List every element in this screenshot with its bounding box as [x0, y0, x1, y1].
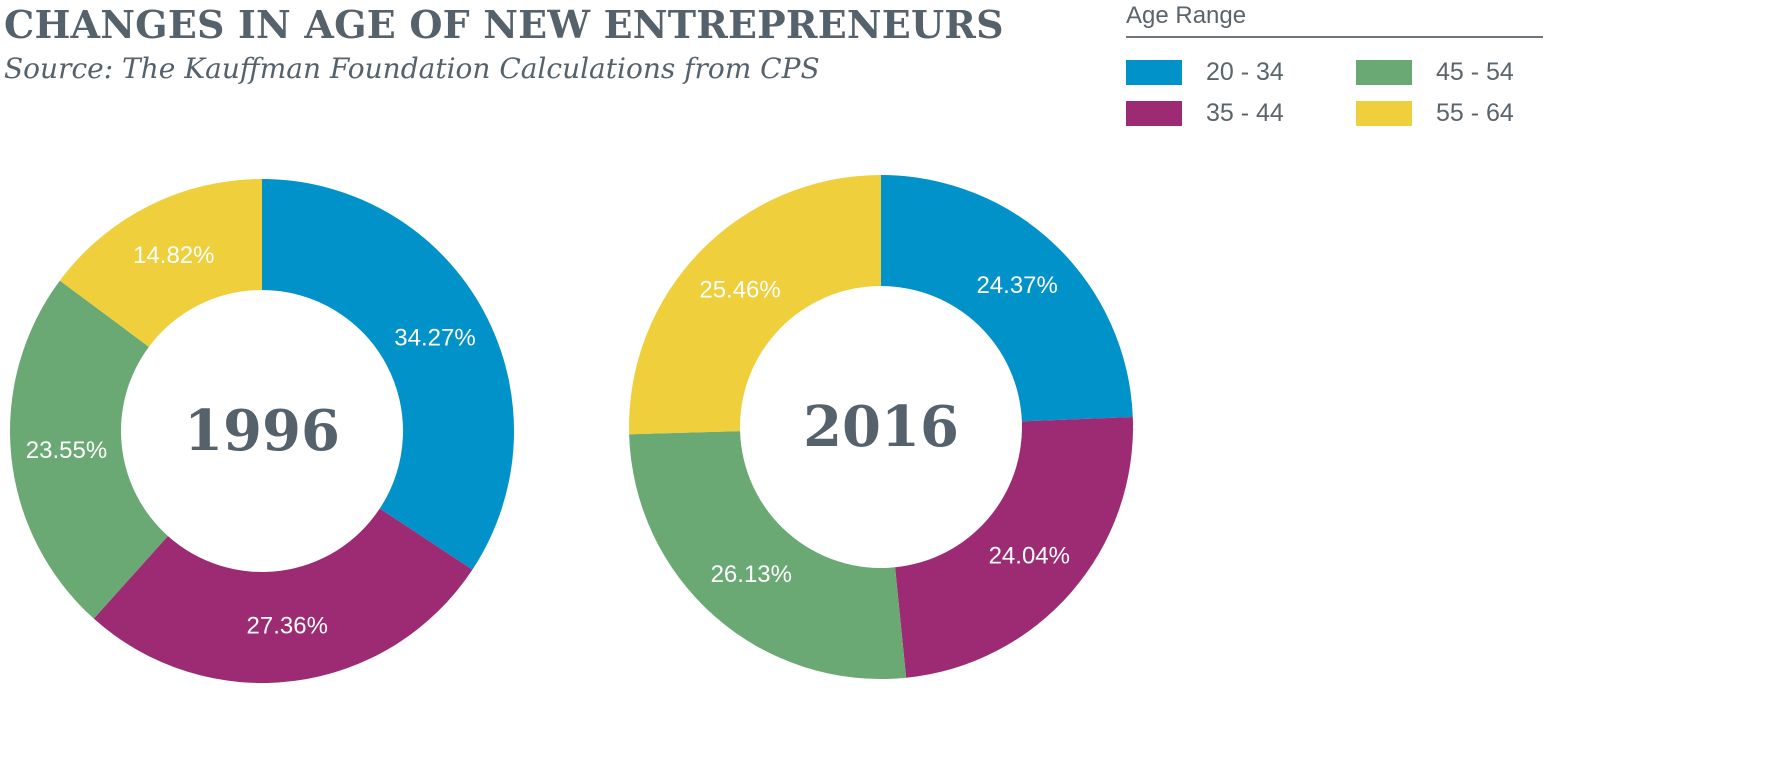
legend-label-20-34: 20 - 34: [1206, 58, 1284, 86]
legend: Age Range 20 - 34 45 - 54 35 - 44 55 - 6…: [1126, 0, 1543, 128]
legend-swatch-45-54: [1356, 60, 1412, 85]
slice-1996-45-54: [10, 280, 168, 619]
legend-swatch-55-64: [1356, 101, 1412, 126]
slice-1996-20-34: [262, 179, 514, 570]
slice-1996-35-44: [93, 508, 473, 684]
donut-center-label-1996: 1996: [184, 398, 340, 464]
slice-2016-35-44: [895, 417, 1133, 678]
legend-label-35-44: 35 - 44: [1206, 99, 1284, 127]
legend-label-45-54: 45 - 54: [1436, 58, 1514, 86]
donut-center-label-2016: 2016: [803, 394, 959, 460]
legend-item-35-44: 35 - 44: [1126, 99, 1356, 128]
legend-item-45-54: 45 - 54: [1356, 58, 1546, 87]
slice-label-1996-20-34: 34.27%: [394, 324, 475, 351]
legend-title: Age Range: [1126, 2, 1543, 38]
slice-label-1996-35-44: 27.36%: [247, 612, 328, 639]
legend-grid: 20 - 34 45 - 54 35 - 44 55 - 64: [1126, 58, 1543, 128]
legend-item-55-64: 55 - 64: [1356, 99, 1546, 128]
legend-swatch-20-34: [1126, 60, 1182, 85]
slice-1996-55-64: [59, 179, 262, 347]
slice-label-2016-55-64: 25.46%: [699, 277, 780, 304]
slice-label-2016-35-44: 24.04%: [989, 542, 1070, 569]
donut-1996: 34.27% 27.36% 23.55% 14.82% 1996: [10, 179, 514, 684]
slice-2016-55-64: [628, 175, 881, 435]
slice-label-1996-45-54: 23.55%: [26, 437, 107, 464]
slice-2016-45-54: [629, 431, 907, 679]
legend-item-20-34: 20 - 34: [1126, 58, 1356, 87]
slice-label-2016-20-34: 24.37%: [976, 272, 1057, 299]
donut-2016: 24.37% 24.04% 26.13% 25.46% 2016: [628, 175, 1133, 679]
slice-label-2016-45-54: 26.13%: [711, 561, 792, 588]
legend-swatch-35-44: [1126, 101, 1182, 126]
legend-label-55-64: 55 - 64: [1436, 99, 1514, 127]
slice-2016-20-34: [881, 175, 1133, 422]
chart-title: CHANGES IN AGE OF NEW ENTREPRENEURS: [4, 2, 1004, 47]
slice-label-1996-55-64: 14.82%: [133, 242, 214, 269]
chart-subtitle: Source: The Kauffman Foundation Calculat…: [4, 52, 820, 85]
